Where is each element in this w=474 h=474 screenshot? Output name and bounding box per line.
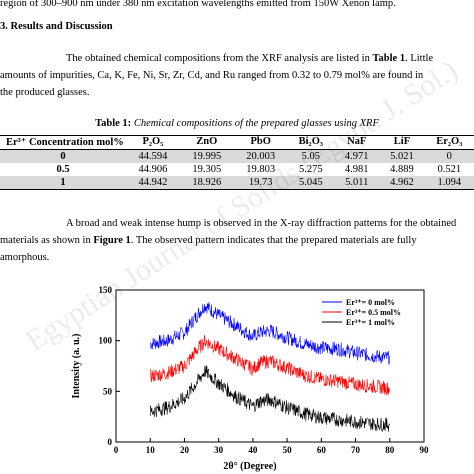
table-row: 0 44.594 19.995 20.003 5.05 4.971 5.021 …: [0, 149, 474, 163]
table-cell: 1: [0, 176, 126, 190]
legend-label: Er³⁺= 0.5 mol%: [346, 308, 401, 317]
xrd-chart: 0 10 20 30 40 50 60 70 80 90 0 50 100 150 Er³⁺= 0 mol%…: [71, 285, 430, 472]
y-tick-label: 50: [103, 386, 113, 396]
header-bi2o3: Bi₂O₃: [298, 136, 324, 147]
paragraph-2-text: materials as shown in: [0, 235, 94, 246]
header-concentration: Er³⁺ Concentration mol%: [6, 137, 124, 148]
table-reference: Table 1: [372, 53, 406, 64]
section-heading: 3. Results and Discussion: [0, 21, 113, 32]
paragraph-2-text-end: . The observed pattern indicates that th…: [130, 235, 417, 246]
paragraph-2-line-2: materials as shown in Figure 1. The obse…: [0, 234, 417, 247]
table-caption-text: Chemical compositions of the prepared gl…: [131, 118, 379, 129]
table-cell: 5.011: [334, 176, 380, 190]
x-tick-label: 40: [248, 445, 258, 455]
composition-table: Er³⁺ Concentration mol% P₂O₅ ZnO PbO Bi₂…: [0, 135, 474, 190]
header-lif: LiF: [393, 136, 411, 147]
table-caption: Table 1: Chemical compositions of the pr…: [0, 118, 474, 129]
table-cell: 19.803: [246, 164, 276, 175]
table-cell: 20.003: [233, 149, 288, 163]
paragraph-2-line-1: A broad and weak intense hump is observe…: [66, 218, 457, 229]
table-caption-label: Table 1:: [95, 118, 132, 129]
paragraph-2-line-3: amorphous.: [0, 252, 50, 263]
table-cell: 44.594: [126, 149, 180, 163]
table-header-row: Er³⁺ Concentration mol% P₂O₅ ZnO PbO Bi₂…: [0, 135, 474, 150]
table-cell: 0: [424, 149, 474, 163]
table-cell: 0.5: [56, 164, 70, 175]
table-cell: 19.73: [233, 176, 288, 190]
paragraph-1-text: The obtained chemical compositions from …: [66, 53, 373, 64]
paragraph-1-line-3: the produced glasses.: [0, 87, 90, 98]
table-cell: 19.305: [192, 164, 222, 175]
x-tick-label: 70: [351, 445, 361, 455]
x-tick-label: 90: [420, 445, 430, 455]
paragraph-1-text-end: . Little: [405, 53, 434, 64]
y-tick-label: 100: [99, 336, 113, 346]
table-cell: 19.995: [179, 149, 234, 163]
legend-label: Er³⁺= 0 mol%: [346, 298, 395, 307]
x-tick-label: 60: [317, 445, 327, 455]
plot-frame: [115, 289, 425, 443]
y-tick-label: 0: [108, 437, 113, 447]
table-cell: 0.521: [437, 164, 462, 175]
series-line: [149, 301, 390, 365]
paragraph-1-line-1: The obtained chemical compositions from …: [66, 52, 433, 65]
table-cell: 5.275: [299, 164, 323, 175]
x-tick-label: 10: [146, 445, 156, 455]
table-cell: 4.981: [344, 164, 369, 175]
x-tick-label: 20: [180, 445, 190, 455]
intro-text-line: region of 300–900 nm under 380 nm excita…: [0, 0, 396, 9]
x-tick-label: 80: [385, 445, 395, 455]
table-cell: 5.045: [287, 176, 335, 190]
series-line: [150, 334, 390, 396]
header-zno: ZnO: [196, 136, 218, 147]
figure-reference: Figure 1: [93, 235, 131, 246]
legend-label: Er³⁺= 1 mol%: [346, 318, 395, 327]
series-line: [149, 365, 390, 433]
x-tick-label: 0: [114, 445, 119, 455]
header-naf: NaF: [347, 136, 367, 147]
table-cell: 1.094: [424, 176, 474, 190]
x-tick-label: 50: [283, 445, 293, 455]
x-tick-label: 30: [214, 445, 224, 455]
table-cell: 4.962: [379, 176, 425, 190]
y-tick-label: 150: [99, 285, 113, 295]
paragraph-1-line-2: amounts of impurities, Ca, K, Fe, Ni, Sr…: [0, 70, 424, 81]
header-er2o3: Er₂O₃: [436, 136, 463, 147]
header-p2o5: P₂O₅: [142, 136, 164, 147]
table-cell: 5.021: [379, 149, 425, 163]
table-cell: 18.926: [179, 176, 234, 190]
table-cell: 5.05: [287, 149, 335, 163]
table-cell: 4.971: [334, 149, 380, 163]
header-pbo: PbO: [250, 136, 271, 147]
plot-area: 0 10 20 30 40 50 60 70 80 90 0 50 100 150 Er³⁺= 0 mol%…: [99, 285, 430, 455]
x-axis-label: 2θ° (Degree): [223, 461, 276, 472]
table-cell: 44.942: [126, 176, 180, 190]
table-cell: 44.906: [138, 164, 168, 175]
y-axis-label: Intensity (a. u.): [71, 333, 82, 398]
table-row: 0.5 44.906 19.305 19.803 5.275 4.981 4.8…: [0, 163, 474, 176]
table-row: 1 44.942 18.926 19.73 5.045 5.011 4.962 …: [0, 176, 474, 190]
table-cell: 4.889: [390, 164, 414, 175]
table-cell: 0: [0, 149, 126, 163]
